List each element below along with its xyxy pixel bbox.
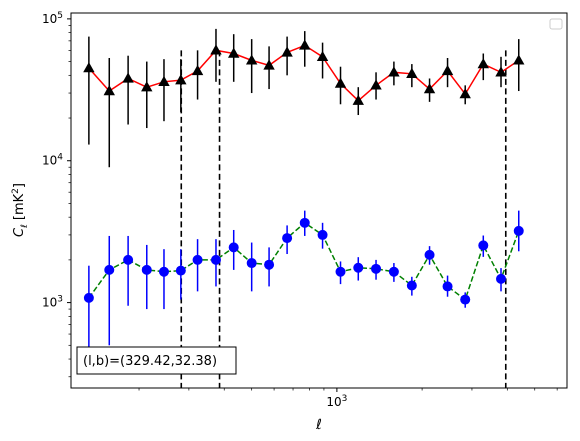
data-point bbox=[353, 262, 364, 273]
data-point bbox=[406, 67, 418, 79]
series-layer bbox=[83, 28, 525, 357]
data-point bbox=[191, 64, 204, 76]
data-point bbox=[246, 258, 257, 269]
data-point bbox=[334, 77, 347, 88]
vertical-dashed-lines bbox=[180, 50, 507, 388]
data-point bbox=[281, 46, 293, 57]
series-2 bbox=[83, 210, 524, 357]
data-point bbox=[352, 94, 364, 105]
data-point bbox=[210, 44, 222, 55]
plot-frame bbox=[70, 12, 568, 389]
data-point bbox=[424, 249, 435, 260]
data-point bbox=[371, 263, 382, 274]
data-point bbox=[496, 273, 507, 284]
data-point bbox=[245, 54, 258, 65]
series-line bbox=[88, 44, 520, 102]
data-point bbox=[192, 254, 203, 265]
data-point bbox=[388, 66, 400, 77]
data-point bbox=[141, 81, 153, 92]
annotation-box: (l,b)=(329.42,32.38) bbox=[76, 346, 237, 375]
data-point bbox=[141, 264, 152, 275]
data-point bbox=[442, 281, 453, 292]
data-point bbox=[335, 266, 346, 277]
data-point bbox=[477, 58, 489, 69]
y-axis-ticks: 103 104 105 bbox=[42, 11, 71, 378]
y-tick-label: 103 bbox=[42, 295, 63, 310]
data-point bbox=[210, 254, 221, 265]
x-axis-label: ℓ bbox=[315, 417, 322, 433]
data-point bbox=[228, 47, 240, 58]
data-point bbox=[423, 83, 436, 94]
data-point bbox=[495, 66, 507, 77]
annotation-text: (l,b)=(329.42,32.38) bbox=[83, 354, 217, 369]
data-point bbox=[83, 62, 95, 73]
data-point bbox=[478, 240, 489, 251]
y-tick-label: 104 bbox=[42, 153, 63, 168]
y-tick-label: 105 bbox=[42, 11, 63, 26]
data-point bbox=[459, 88, 471, 99]
data-point bbox=[264, 259, 275, 270]
data-point bbox=[316, 50, 329, 62]
data-point bbox=[460, 294, 471, 305]
legend-box bbox=[549, 18, 563, 30]
data-point bbox=[406, 280, 417, 291]
data-point bbox=[317, 229, 328, 240]
data-point bbox=[370, 79, 382, 90]
series-line bbox=[88, 221, 520, 301]
data-point bbox=[158, 75, 170, 87]
data-point bbox=[299, 39, 311, 50]
data-point bbox=[263, 59, 275, 70]
data-point bbox=[104, 264, 115, 275]
data-point bbox=[388, 266, 399, 277]
data-point bbox=[513, 54, 525, 65]
y-axis-label: Cℓ [mK2] bbox=[11, 183, 30, 237]
data-point bbox=[175, 74, 187, 85]
data-point bbox=[103, 85, 115, 96]
data-point bbox=[513, 225, 524, 236]
data-point bbox=[122, 72, 134, 83]
data-point bbox=[123, 254, 134, 265]
data-point bbox=[83, 292, 94, 303]
series-1 bbox=[83, 28, 525, 168]
data-point bbox=[299, 217, 310, 228]
x-tick-label: 103 bbox=[326, 394, 347, 409]
data-point bbox=[158, 266, 169, 277]
data-point bbox=[282, 233, 293, 244]
data-point bbox=[228, 242, 239, 253]
data-point bbox=[441, 64, 454, 76]
data-point bbox=[175, 265, 186, 276]
x-axis-ticks: 103 bbox=[138, 388, 558, 409]
